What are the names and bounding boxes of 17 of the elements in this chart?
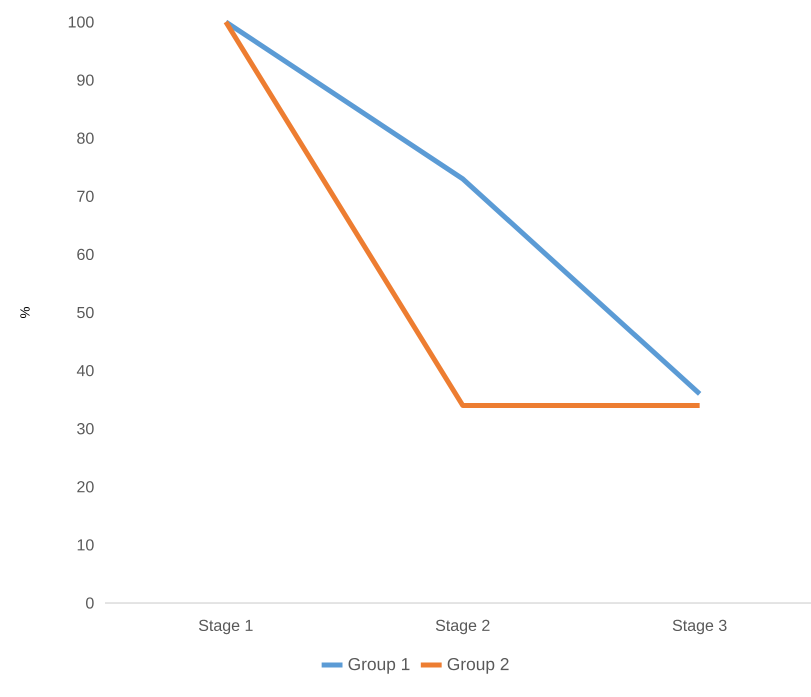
y-tick-label: 30 <box>77 423 94 434</box>
y-tick-label: 90 <box>77 74 94 86</box>
y-tick-label: 80 <box>77 132 94 144</box>
legend-label: Group 2 <box>448 658 509 674</box>
legend-label: Group 1 <box>348 658 410 674</box>
y-tick-label: 0 <box>86 597 94 609</box>
y-axis-title: % <box>20 307 30 318</box>
x-tick-label: Stage 1 <box>198 620 253 634</box>
y-tick-label: 60 <box>77 248 94 260</box>
x-tick-label: Stage 2 <box>436 620 490 634</box>
y-tick-label: 50 <box>77 306 94 318</box>
y-tick-label: 10 <box>78 539 94 551</box>
y-tick-label: 100 <box>68 16 94 28</box>
x-tick-label: Stage 3 <box>672 620 727 634</box>
y-tick-label: 40 <box>76 364 94 376</box>
y-tick-label: 70 <box>77 190 94 202</box>
y-tick-label: 20 <box>77 481 94 492</box>
